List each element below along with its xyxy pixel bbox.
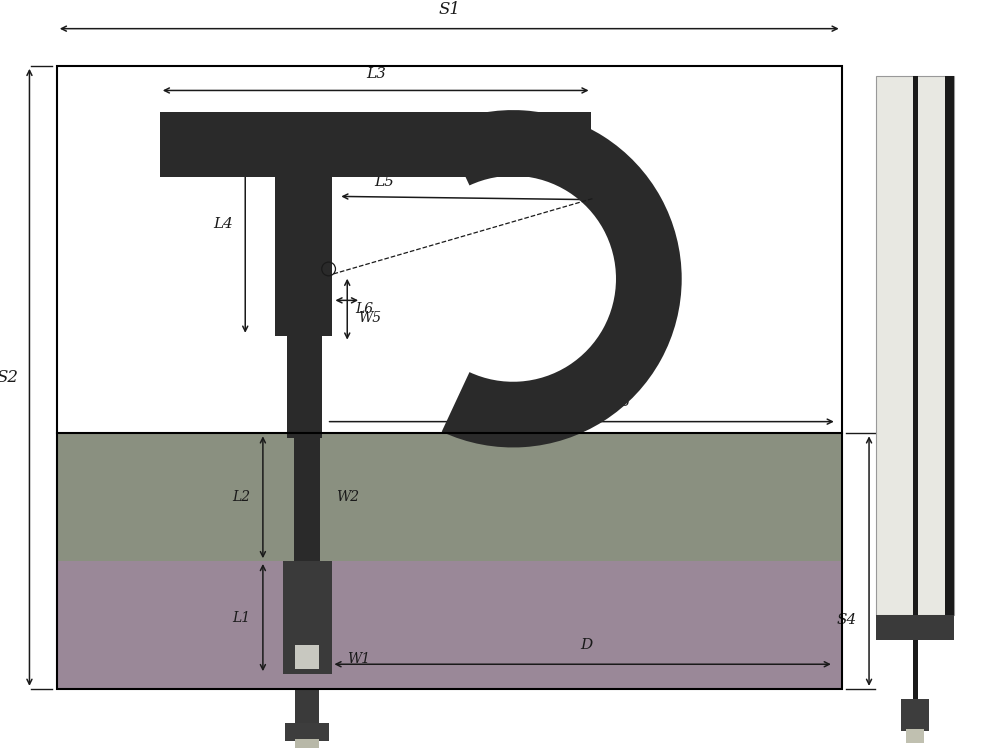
Bar [160,112,591,177]
Text: S1: S1 [438,1,460,17]
Text: L1: L1 [232,610,250,625]
Bar [913,76,918,723]
Bar [275,177,332,336]
Bar [295,739,319,749]
Bar [876,76,954,615]
Text: W2: W2 [336,491,359,504]
Bar [57,561,842,689]
Text: S4: S4 [836,613,857,627]
Text: L4: L4 [214,217,234,231]
Text: W5: W5 [358,311,381,325]
Text: L6: L6 [355,302,373,316]
Text: S3: S3 [572,404,592,419]
Bar [906,729,924,743]
Bar [285,723,329,741]
Bar [876,615,954,640]
Text: H: H [909,263,922,277]
Bar [295,689,319,726]
Bar [295,645,319,669]
Bar [287,336,322,438]
Text: L2: L2 [232,491,250,504]
Text: W4: W4 [293,366,316,380]
Bar [57,66,842,434]
Text: D: D [580,637,593,652]
Wedge shape [442,110,682,447]
Text: α: α [308,254,318,268]
Bar [901,699,929,731]
Text: W3: W3 [607,395,630,409]
Bar [57,66,842,689]
Text: L5: L5 [375,175,394,189]
Bar [294,434,320,561]
Text: S2: S2 [0,369,19,386]
Bar [945,76,954,615]
Text: S4: S4 [883,554,904,568]
Bar [57,434,842,561]
Text: W1: W1 [347,652,371,667]
Bar [283,561,332,674]
Text: L3: L3 [366,67,386,81]
